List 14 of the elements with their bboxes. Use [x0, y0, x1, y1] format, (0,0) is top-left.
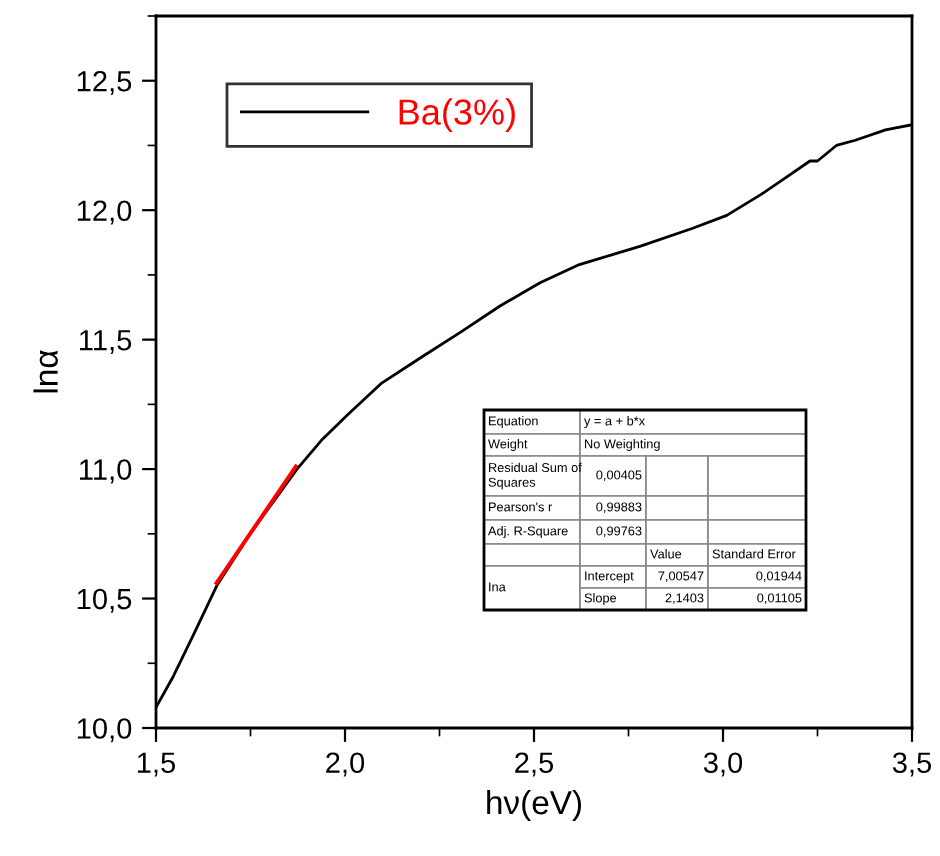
y-tick-label: 12,0: [77, 200, 132, 225]
x-tick-label: 2,5: [515, 752, 554, 777]
y-axis-title: lnα: [33, 350, 58, 393]
x-tick-label: 3,0: [703, 752, 743, 777]
y-tick-label: 10,5: [77, 588, 132, 613]
y-tick-label: 11,5: [80, 330, 132, 354]
y-tick-label: 11,0: [80, 459, 132, 484]
legend-label: Ba(3%): [399, 98, 515, 132]
x-tick-label: 2,0: [326, 752, 365, 777]
x-tick-label: 3,5: [892, 752, 932, 777]
y-tick-label: 12,5: [77, 70, 132, 96]
x-tick-label: 1,5: [137, 752, 176, 777]
x-axis-title: hν(eV): [487, 789, 582, 821]
y-tick-label: 10,0: [77, 718, 132, 743]
